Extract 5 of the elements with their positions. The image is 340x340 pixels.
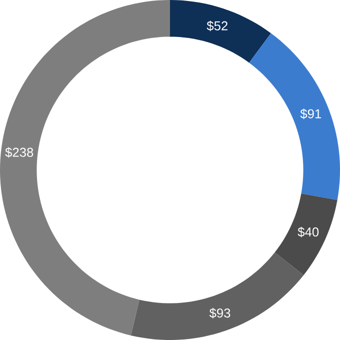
data-label: $91 (300, 108, 321, 120)
data-label: $93 (209, 308, 230, 318)
data-label: $238 (5, 147, 34, 158)
data-label: $52 (206, 20, 228, 32)
data-label: $40 (298, 226, 319, 238)
